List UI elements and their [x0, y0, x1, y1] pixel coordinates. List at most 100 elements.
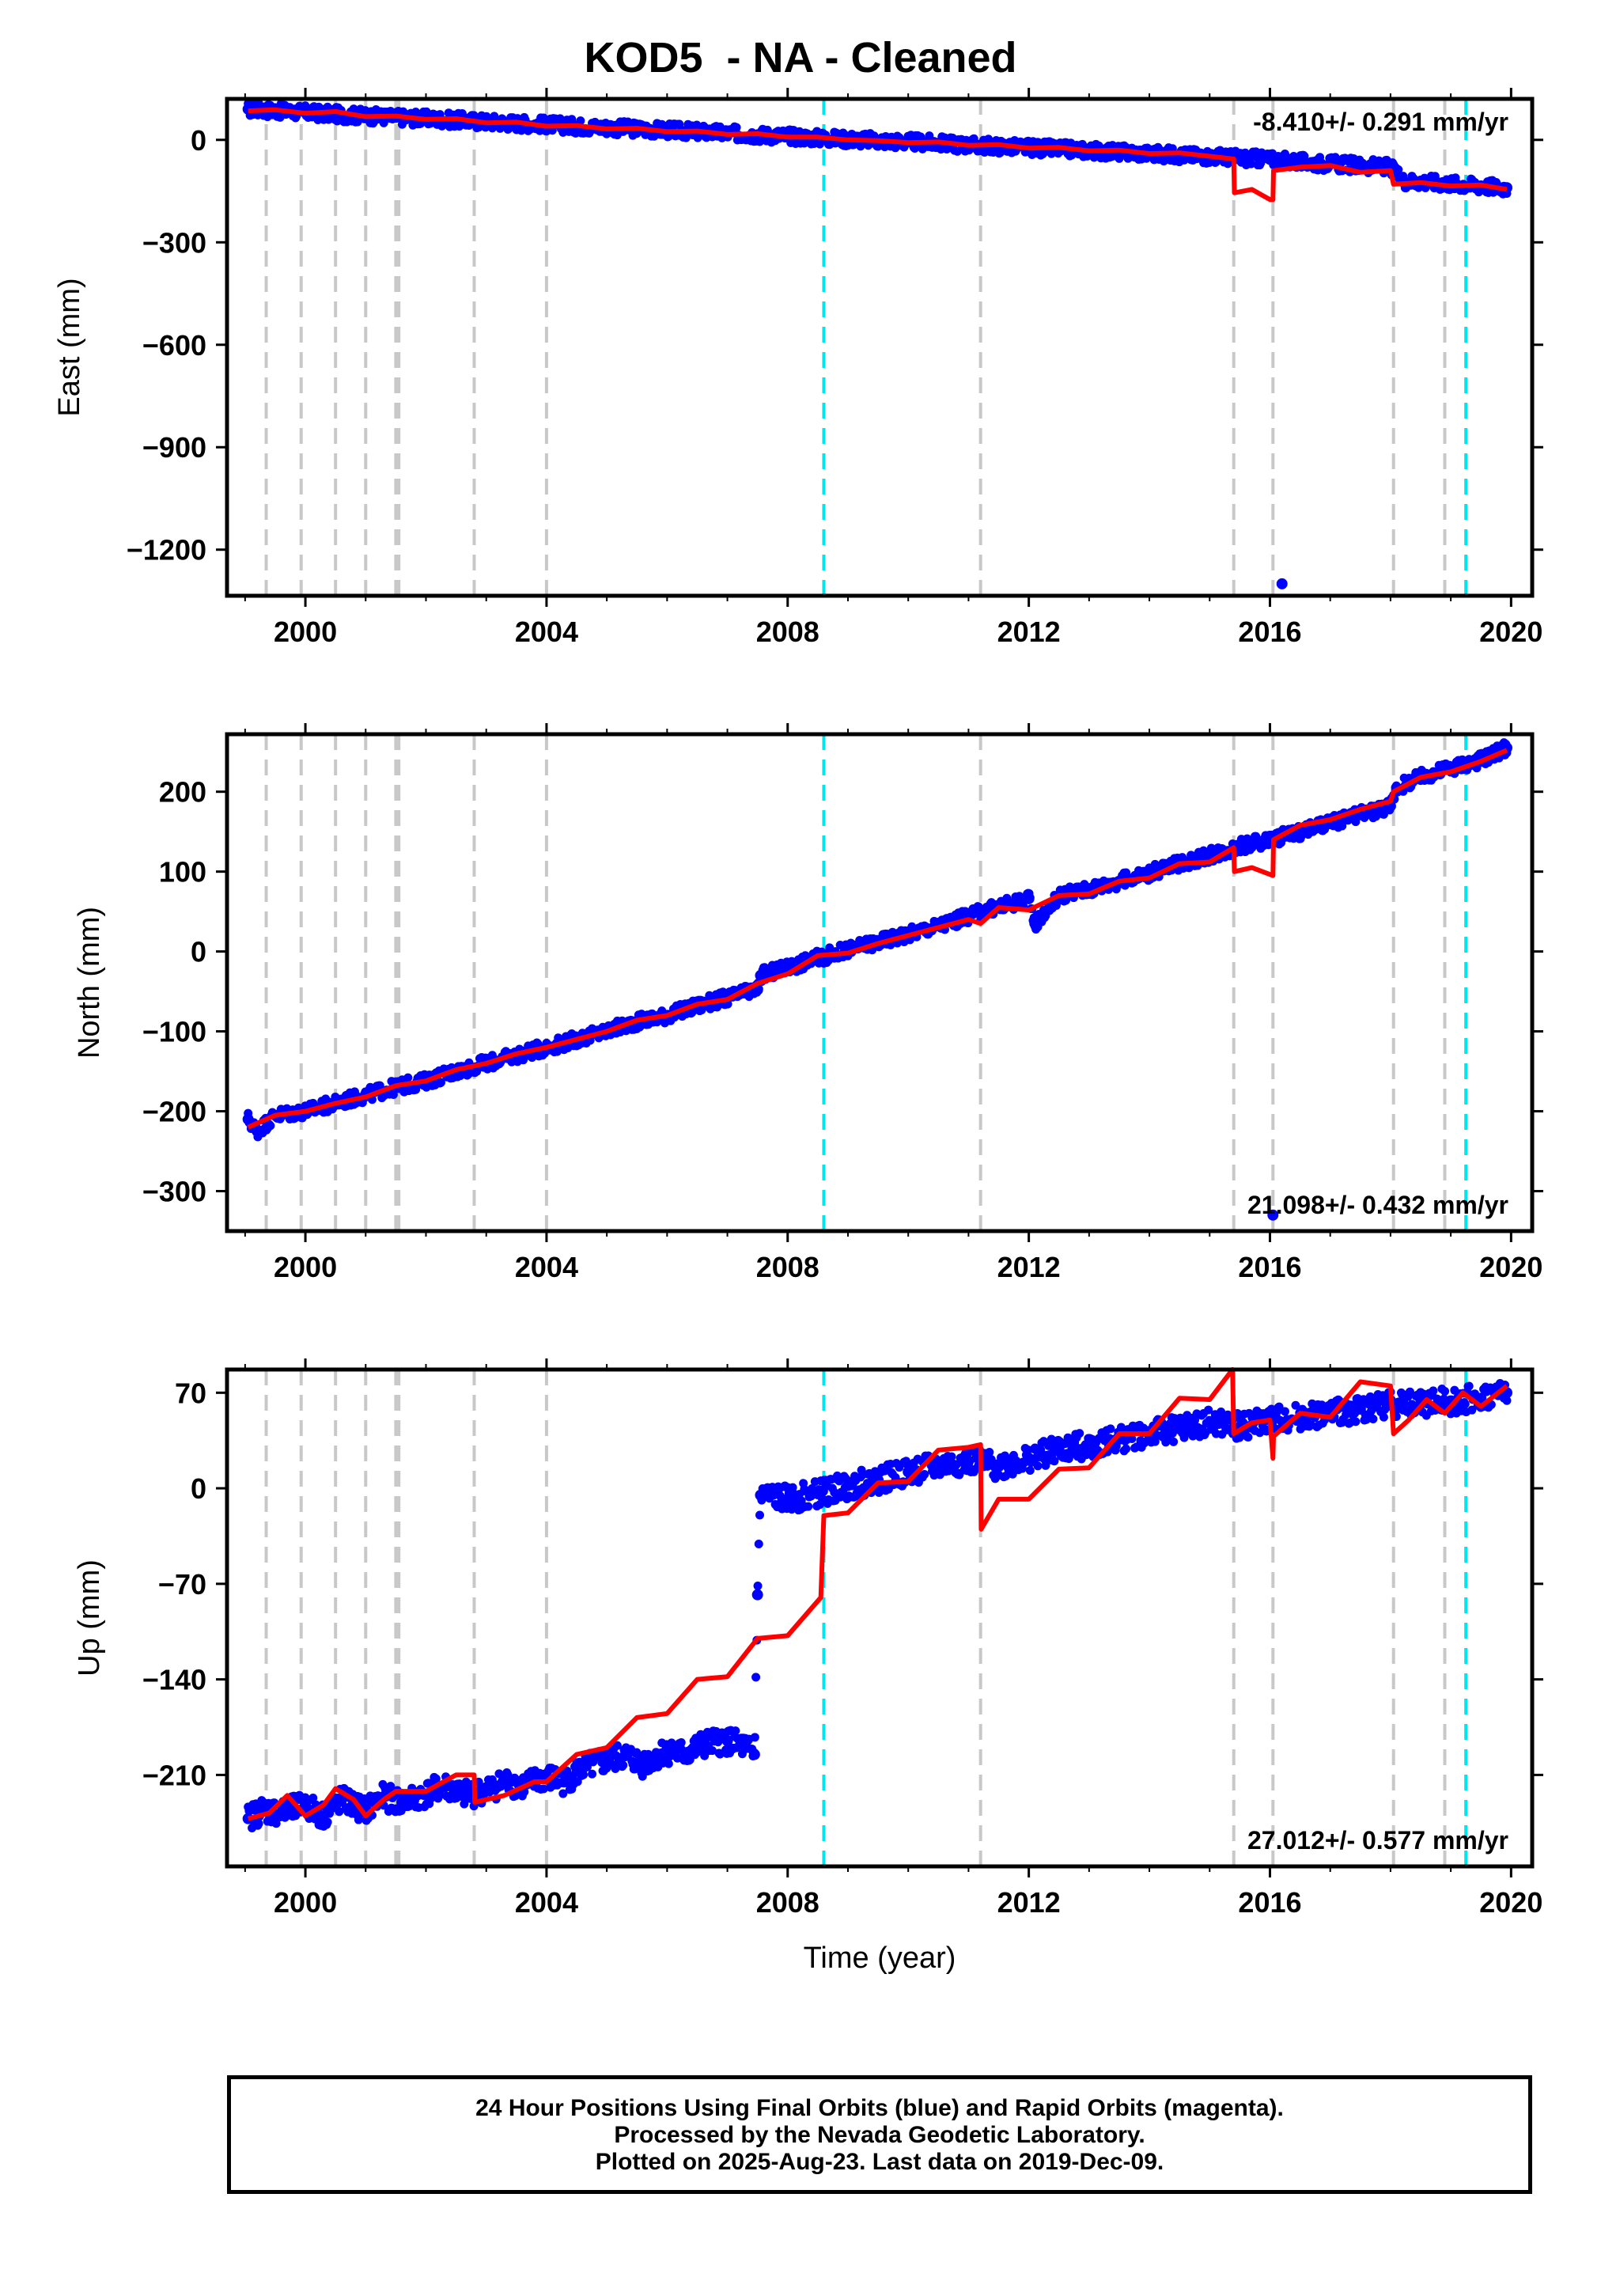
- up-x-tick-label: 2020: [1479, 1886, 1542, 1919]
- up-data-point: [1429, 1386, 1438, 1396]
- up-data-point: [1351, 1417, 1361, 1426]
- up-data-point: [619, 1760, 628, 1770]
- north-x-tick-label: 2004: [515, 1251, 578, 1283]
- up-data-point: [1106, 1424, 1115, 1434]
- north-x-tick-label: 2000: [274, 1251, 337, 1283]
- up-data-point-anchor: [963, 1455, 975, 1467]
- up-data-point: [1379, 1412, 1388, 1422]
- up-data-point: [1075, 1429, 1084, 1438]
- north-data-point-anchor: [1023, 892, 1035, 904]
- north-y-tick-label: 100: [159, 856, 206, 888]
- up-data-point-anchor: [456, 1790, 468, 1802]
- up-data-point: [1368, 1414, 1378, 1423]
- north-x-tick-label: 2016: [1238, 1251, 1301, 1283]
- up-data-point-anchor: [619, 1750, 631, 1762]
- up-model-line: [247, 1367, 1508, 1821]
- up-y-tick-label: −70: [158, 1568, 206, 1601]
- up-data-point-anchor: [480, 1786, 492, 1798]
- up-data-point-anchor: [558, 1776, 570, 1788]
- up-data-point-anchor: [1083, 1438, 1095, 1450]
- east-y-tick-label: −600: [142, 329, 206, 362]
- up-data-point: [750, 1733, 759, 1742]
- up-data-point-anchor: [396, 1796, 408, 1808]
- up-data-point-anchor: [1023, 1453, 1035, 1464]
- up-data-point: [1243, 1432, 1253, 1442]
- east-x-tick-label: 2008: [756, 616, 819, 648]
- east-y-tick-label: 0: [191, 124, 206, 157]
- up-data-point: [731, 1726, 740, 1736]
- north-data-point-anchor: [1029, 918, 1041, 930]
- up-data-point-anchor: [748, 1749, 760, 1760]
- up-point-cloud: [242, 1379, 1512, 1832]
- up-x-tick-label: 2016: [1238, 1886, 1301, 1919]
- up-data-point-anchor: [782, 1493, 793, 1505]
- up-panel: 2000 2004 2008 2012 2016 2020 70 0 −70 −140 −210 Up…: [73, 1358, 1543, 1975]
- east-data-point: [1247, 159, 1256, 169]
- east-data-point-anchor: [1234, 152, 1246, 164]
- up-data-point: [1280, 1407, 1289, 1416]
- up-data-point-anchor: [842, 1480, 853, 1491]
- up-data-point-anchor: [812, 1488, 823, 1499]
- up-data-point: [676, 1737, 686, 1747]
- up-x-tick-label: 2012: [997, 1886, 1061, 1919]
- east-plot-frame: [225, 97, 1535, 598]
- east-x-tick-label: 2020: [1479, 616, 1542, 648]
- up-rate-label: 27.012+/- 0.577 mm/yr: [1247, 1826, 1508, 1855]
- east-panel: 2000 2004 2008 2012 2016 2020 0 −300 −600 −900 −12…: [53, 88, 1543, 648]
- up-data-point-anchor: [661, 1745, 673, 1756]
- east-x-tick-label: 2012: [997, 616, 1061, 648]
- caption-line-1: 24 Hour Positions Using Final Orbits (bl…: [475, 2095, 1284, 2121]
- up-x-tick-label: 2000: [274, 1886, 337, 1919]
- up-data-point: [754, 1540, 763, 1549]
- up-data-point: [985, 1448, 994, 1457]
- north-x-tick-label: 2020: [1479, 1251, 1542, 1283]
- up-x-tick-label: 2004: [515, 1886, 578, 1919]
- up-data-point-anchor: [679, 1749, 691, 1760]
- east-x-tick-label: 2000: [274, 616, 337, 648]
- north-data-point: [436, 1078, 445, 1087]
- north-x-tick-label: 2012: [997, 1251, 1061, 1283]
- up-data-point: [1460, 1400, 1470, 1409]
- north-x-tick-label: 2008: [756, 1251, 819, 1283]
- up-data-point-anchor: [275, 1807, 287, 1819]
- east-rate-label: -8.410+/- 0.291 mm/yr: [1253, 108, 1508, 136]
- caption-line-3: Plotted on 2025-Aug-23. Last data on 201…: [595, 2149, 1164, 2175]
- up-data-point-anchor: [317, 1810, 329, 1822]
- up-data-point: [1169, 1437, 1179, 1446]
- up-data-point: [804, 1502, 813, 1511]
- up-y-tick-label: −140: [142, 1664, 206, 1696]
- up-data-point-anchor: [1354, 1404, 1366, 1415]
- east-y-tick-label: −1200: [127, 534, 206, 566]
- up-data-point-anchor: [601, 1756, 613, 1767]
- up-data-point-anchor: [751, 1589, 763, 1601]
- up-data-point-anchor: [721, 1735, 733, 1747]
- up-data-point-anchor: [698, 1739, 710, 1751]
- up-y-axis-label: Up (mm): [73, 1559, 106, 1677]
- north-y-tick-label: 200: [159, 776, 206, 809]
- up-data-point: [1025, 1466, 1035, 1476]
- east-data-point-anchor: [1354, 160, 1366, 172]
- caption-line-2: Processed by the Nevada Geodetic Laborat…: [614, 2122, 1145, 2148]
- east-y-tick-label: −300: [142, 226, 206, 259]
- up-data-point: [1033, 1461, 1043, 1471]
- north-plot-frame: [225, 732, 1535, 1233]
- north-y-axis-label: North (mm): [73, 907, 106, 1059]
- north-y-tick-label: −100: [142, 1016, 206, 1048]
- up-x-tick-label: 2008: [756, 1886, 819, 1919]
- caption-box: 24 Hour Positions Using Final Orbits (bl…: [227, 2075, 1532, 2194]
- up-data-point-anchor: [637, 1758, 649, 1770]
- east-data-point-anchor: [1276, 578, 1288, 589]
- up-data-point: [755, 1510, 764, 1520]
- up-y-tick-label: 0: [191, 1472, 206, 1505]
- north-y-tick-label: −300: [142, 1176, 206, 1208]
- up-data-point-anchor: [933, 1461, 944, 1472]
- north-y-tick-label: 0: [191, 936, 206, 968]
- east-x-tick-label: 2016: [1238, 616, 1301, 648]
- east-data-point: [732, 123, 741, 132]
- north-y-tick-label: −200: [142, 1096, 206, 1128]
- up-data-point-anchor: [1053, 1444, 1065, 1456]
- up-data-point-anchor: [755, 1489, 766, 1501]
- east-x-tick-label: 2004: [515, 616, 578, 648]
- east-data-point: [1394, 165, 1403, 174]
- up-data-point-anchor: [498, 1776, 510, 1788]
